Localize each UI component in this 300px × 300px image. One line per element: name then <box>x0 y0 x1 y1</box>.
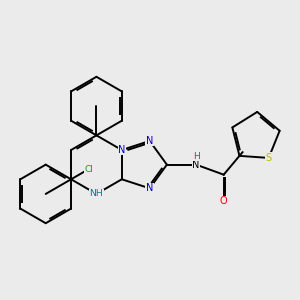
Text: N: N <box>118 145 125 155</box>
Text: H: H <box>193 152 200 161</box>
Text: N: N <box>146 183 153 193</box>
Text: S: S <box>266 153 272 163</box>
Text: N: N <box>146 136 153 146</box>
Text: Cl: Cl <box>84 164 93 173</box>
Text: N: N <box>193 160 200 170</box>
Text: O: O <box>220 196 227 206</box>
Text: NH: NH <box>90 189 103 198</box>
